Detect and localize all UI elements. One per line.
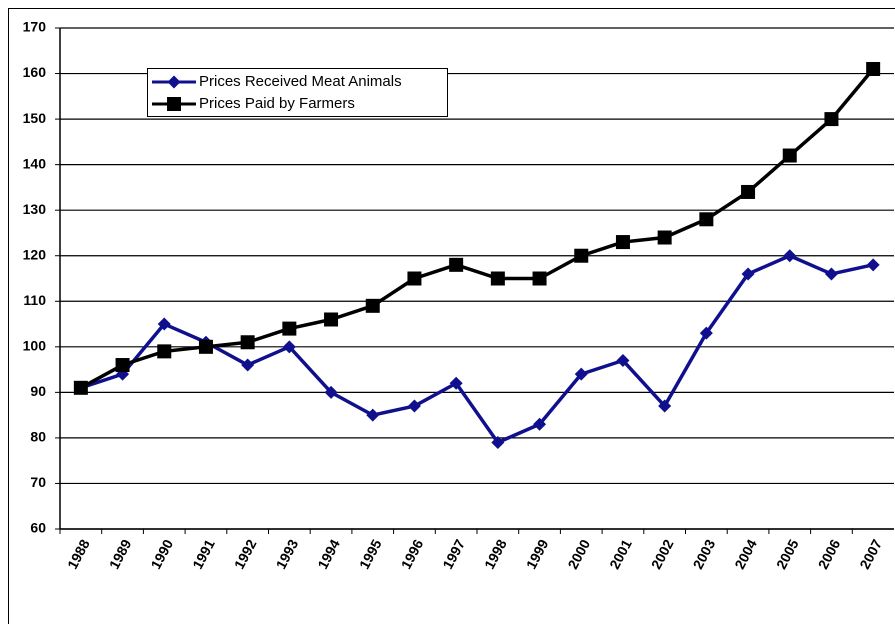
marker <box>824 267 838 281</box>
marker <box>449 257 464 272</box>
marker <box>533 417 547 431</box>
x-tick-label: 2007 <box>856 536 885 571</box>
x-tick-label: 2004 <box>731 536 760 571</box>
marker <box>490 271 505 286</box>
x-tick-label: 1994 <box>314 536 343 571</box>
marker <box>324 385 338 399</box>
x-tick-label: 2002 <box>648 536 677 571</box>
legend: Prices Received Meat Animals Prices Paid … <box>147 68 448 117</box>
marker <box>866 61 881 76</box>
marker <box>167 97 181 111</box>
marker <box>532 271 547 286</box>
y-tick-label: 60 <box>30 520 46 536</box>
marker <box>699 212 714 227</box>
y-tick-label: 110 <box>23 292 46 308</box>
marker <box>365 298 380 313</box>
y-tick-label: 100 <box>23 338 47 354</box>
x-tick-label: 1996 <box>398 536 427 571</box>
x-tick-label: 1989 <box>106 536 135 571</box>
y-tick-label: 70 <box>30 474 46 490</box>
marker <box>282 340 296 354</box>
marker <box>198 339 213 354</box>
x-tick-label: 2003 <box>690 536 719 571</box>
y-tick-label: 160 <box>23 64 47 80</box>
marker <box>699 326 713 340</box>
legend-box <box>147 68 448 117</box>
x-tick-label: 1992 <box>231 536 260 571</box>
y-tick-label: 80 <box>30 429 46 445</box>
marker <box>407 271 422 286</box>
marker <box>657 230 672 245</box>
legend-label: Prices Received Meat Animals <box>199 73 402 90</box>
x-tick-label: 2005 <box>773 536 802 571</box>
y-tick-label: 130 <box>23 201 47 217</box>
legend-label: Prices Paid by Farmers <box>199 95 355 112</box>
marker <box>616 353 630 367</box>
x-tick-label: 2001 <box>606 536 635 571</box>
x-tick-label: 1999 <box>523 536 552 571</box>
chart-frame <box>8 8 895 624</box>
x-tick-label: 1997 <box>439 536 468 571</box>
y-tick-label: 120 <box>23 246 47 262</box>
x-tick-label: 1998 <box>481 536 510 571</box>
marker <box>574 367 588 381</box>
y-tick-label: 140 <box>23 155 47 171</box>
y-tick-label: 90 <box>30 383 46 399</box>
marker <box>157 317 171 331</box>
y-tick-label: 150 <box>23 110 47 126</box>
x-tick-label: 1995 <box>356 536 385 571</box>
marker <box>783 249 797 263</box>
marker <box>658 399 672 413</box>
marker <box>741 184 756 199</box>
x-tick-label: 1990 <box>147 536 176 571</box>
marker <box>366 408 380 422</box>
y-tick-label: 170 <box>23 19 47 35</box>
marker <box>782 148 797 163</box>
marker <box>615 235 630 250</box>
marker <box>491 435 505 449</box>
marker <box>115 358 130 373</box>
x-tick-label: 1993 <box>273 536 302 571</box>
x-tick-label: 2006 <box>815 536 844 571</box>
marker <box>574 248 589 263</box>
marker <box>449 376 463 390</box>
marker <box>241 358 255 372</box>
marker <box>741 267 755 281</box>
marker <box>866 258 880 272</box>
marker <box>73 380 88 395</box>
marker <box>324 312 339 327</box>
x-tick-label: 1991 <box>189 536 218 571</box>
x-tick-label: 2000 <box>564 536 593 571</box>
marker <box>407 399 421 413</box>
marker <box>157 344 172 359</box>
x-tick-label: 1988 <box>64 536 93 571</box>
marker <box>167 75 181 89</box>
marker <box>240 335 255 350</box>
marker <box>824 112 839 127</box>
marker <box>282 321 297 336</box>
